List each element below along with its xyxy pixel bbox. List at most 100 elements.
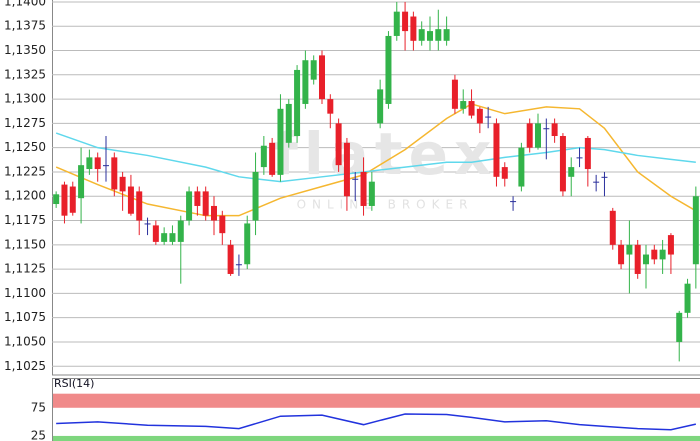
candle-body (659, 249, 666, 260)
candle-body (310, 60, 317, 80)
candle-body (626, 244, 633, 255)
candle-body (643, 254, 649, 265)
y-tick-label: 75 (31, 400, 46, 414)
y-tick-label: 25 (31, 428, 46, 441)
y-tick-label: 1,1225 (4, 164, 46, 178)
candle-body (219, 215, 226, 234)
indicator-line (55, 103, 697, 217)
candle-body (377, 89, 384, 124)
candle-body (559, 136, 566, 192)
y-tick-label: 1,1350 (4, 43, 46, 57)
watermark-subtext: ONLINE BROKER (297, 198, 474, 212)
candle-body (476, 108, 483, 124)
candle-body (227, 244, 234, 274)
y-tick-label: 1,1150 (4, 237, 46, 251)
candle-body (634, 244, 641, 274)
candle-body (651, 249, 658, 260)
candle-body (518, 147, 525, 187)
candle-body (211, 205, 217, 221)
candle-body (103, 165, 109, 167)
candle-body (410, 16, 417, 41)
candle-body (119, 176, 126, 192)
candle-body (319, 55, 325, 100)
y-tick-label: 1,1025 (4, 359, 46, 373)
candle-body (601, 176, 608, 178)
y-tick-label: 1,1200 (4, 189, 46, 203)
y-tick-label: 1,1250 (4, 140, 46, 154)
candle-body (252, 171, 259, 221)
candle-body (61, 184, 68, 216)
main-plot (52, 0, 700, 376)
y-tick-label: 1,1075 (4, 310, 46, 324)
indicator-line (55, 132, 696, 183)
candle-body (111, 157, 118, 190)
rsi-zone (53, 393, 700, 408)
candle-body (186, 191, 193, 221)
candle-body (443, 29, 450, 41)
indicator-line (56, 413, 697, 431)
rsi-zone (53, 435, 700, 441)
candle-body (260, 145, 267, 168)
y-tick-label: 1,1050 (4, 334, 46, 348)
candle-body (618, 244, 625, 265)
candle-body (169, 233, 176, 242)
candle-body (593, 181, 600, 183)
candle-body (78, 165, 85, 199)
candle-body (684, 283, 691, 313)
candle-body (285, 103, 292, 143)
candle-body (94, 157, 101, 170)
candle-body (177, 220, 184, 242)
y-tick-label: 1,1375 (4, 19, 46, 33)
candle-body (576, 157, 583, 159)
candle-body (535, 123, 541, 148)
y-tick-label: 1,1300 (4, 92, 46, 106)
candle-body (194, 191, 201, 206)
candle-body (86, 157, 93, 170)
candle-body (202, 191, 209, 216)
candle-body (551, 123, 558, 137)
candle-body (144, 223, 151, 225)
rsi-title: RSI(14) (54, 377, 94, 390)
candle-body (501, 167, 508, 179)
candle-body (543, 128, 550, 130)
candle-body (468, 101, 475, 116)
candle-body (302, 60, 309, 104)
candle-body (343, 142, 350, 197)
y-tick-label: 1,1175 (4, 213, 46, 227)
candle-body (402, 11, 409, 32)
candle-body (485, 116, 492, 118)
candle-body (294, 69, 301, 137)
candle-body (69, 186, 76, 213)
candle-body (393, 11, 400, 36)
candle-body (368, 181, 375, 206)
candle-body (418, 29, 425, 41)
y-tick-label: 1,1275 (4, 116, 46, 130)
candle-body (352, 178, 359, 180)
candle-body (451, 79, 458, 109)
candle-body (526, 123, 533, 148)
candle-body (244, 223, 251, 265)
candle-body (161, 233, 168, 242)
candle-body (568, 167, 575, 177)
candle-body (335, 123, 342, 166)
candle-body (493, 123, 500, 177)
candle-body (360, 171, 367, 206)
candle-body (136, 191, 143, 221)
y-tick-label: 1,1325 (4, 67, 46, 81)
candle-body (460, 101, 467, 109)
candle-body (127, 186, 134, 214)
candle-body (427, 31, 433, 41)
candle-body (609, 210, 616, 245)
candle-body (667, 235, 674, 255)
candle-body (235, 264, 242, 266)
candle-body (676, 312, 683, 342)
candle-body (692, 196, 699, 265)
candle-body (269, 142, 276, 175)
candle-body (385, 35, 392, 104)
candle-body (152, 225, 159, 242)
rsi-plot (52, 378, 700, 441)
candle-body (277, 108, 284, 175)
candle-body (327, 99, 334, 114)
candle-body (53, 194, 60, 205)
watermark: flatex (273, 120, 498, 188)
